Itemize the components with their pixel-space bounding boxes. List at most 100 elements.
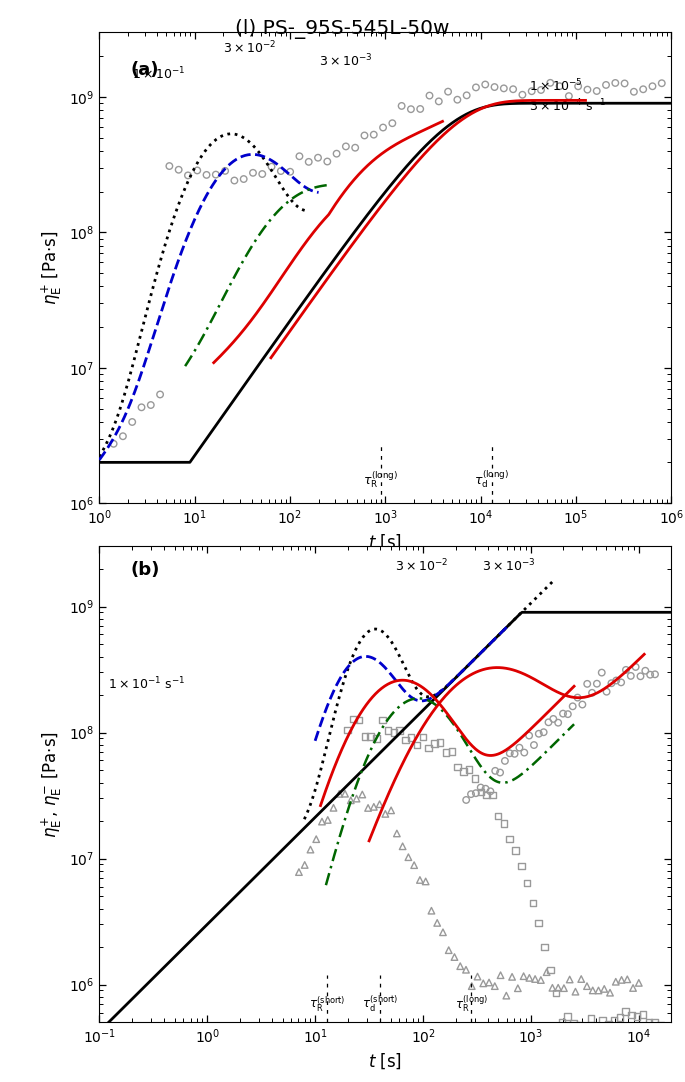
Point [591,675,602,692]
Text: $\tau_{\rm R}^{\rm (long)}$: $\tau_{\rm R}^{\rm (long)}$ [455,993,488,1014]
Point [350,140,361,157]
Point [414,871,425,888]
Point [351,790,362,807]
Point [485,782,496,800]
Point [591,82,602,100]
Point [608,1012,619,1029]
Point [593,981,604,999]
Point [406,729,416,747]
Point [417,728,428,745]
Point [391,824,402,842]
Point [210,166,221,183]
Text: $\tau_{\rm d}^{\rm (long)}$: $\tau_{\rm d}^{\rm (long)}$ [474,469,509,490]
Point [490,762,501,779]
Point [635,668,646,685]
Point [655,1016,666,1033]
Point [558,705,569,723]
Point [322,153,333,170]
Point [601,77,612,94]
Point [312,149,323,167]
Point [229,172,240,189]
Point [334,786,345,803]
Point [582,675,593,692]
Point [394,722,405,739]
Text: $3\times10^{-4}$ s$^{-1}$: $3\times10^{-4}$ s$^{-1}$ [529,98,606,115]
Point [493,807,503,824]
Point [599,980,610,998]
Point [489,977,500,994]
Point [489,78,500,95]
Point [340,137,351,155]
Point [480,780,491,797]
Point [348,711,359,728]
Point [293,863,304,881]
Point [649,665,660,683]
Point [499,815,510,832]
Point [406,101,416,118]
Point [440,744,451,762]
Point [412,736,423,753]
Point [303,154,314,171]
Point [455,958,466,975]
Point [409,857,420,874]
Point [529,737,540,754]
Point [429,735,440,752]
Point [620,1003,631,1020]
Point [386,802,397,819]
Point [345,792,356,809]
Text: $3\times10^{-2}$: $3\times10^{-2}$ [395,558,448,575]
Point [586,1010,597,1027]
Point [533,914,544,932]
Point [572,689,583,707]
Point [577,696,588,713]
Point [452,758,463,776]
Text: $\tau_{\rm R}^{\rm (short)}$: $\tau_{\rm R}^{\rm (short)}$ [309,994,346,1014]
Point [605,984,616,1001]
Point [449,949,460,966]
Point [443,941,454,959]
Text: (a): (a) [131,61,160,79]
X-axis label: $t$ [s]: $t$ [s] [369,532,402,552]
Point [311,831,322,848]
Point [556,1013,567,1030]
Point [510,842,521,859]
Point [136,398,147,415]
Point [469,769,480,787]
Point [554,78,565,95]
Point [628,83,639,101]
Point [516,857,527,874]
Point [475,779,486,796]
Point [387,115,398,132]
Point [155,386,166,404]
Point [108,435,119,452]
Point [359,127,370,144]
Point [475,783,486,801]
Point [377,119,388,136]
Point [362,800,373,817]
Point [517,87,528,104]
Point [591,1024,602,1041]
Point [396,97,407,115]
Point [545,75,556,92]
Point [487,787,498,804]
Point [424,87,435,104]
Point [388,724,399,741]
Point [519,744,530,762]
Point [383,722,394,739]
Point [447,742,458,760]
Point [649,1014,660,1031]
Point [534,725,545,742]
Point [538,724,549,741]
Point [220,162,231,180]
Point [434,93,445,110]
Point [563,88,574,105]
Point [616,972,627,989]
Y-axis label: $\eta_{\rm E}^{+}$ [Pa$\cdot$s]: $\eta_{\rm E}^{+}$ [Pa$\cdot$s] [39,230,64,305]
Point [360,728,371,745]
Point [645,667,656,684]
Point [545,962,556,979]
Point [512,979,523,997]
Point [464,761,475,778]
Point [452,91,463,108]
Point [573,78,584,95]
